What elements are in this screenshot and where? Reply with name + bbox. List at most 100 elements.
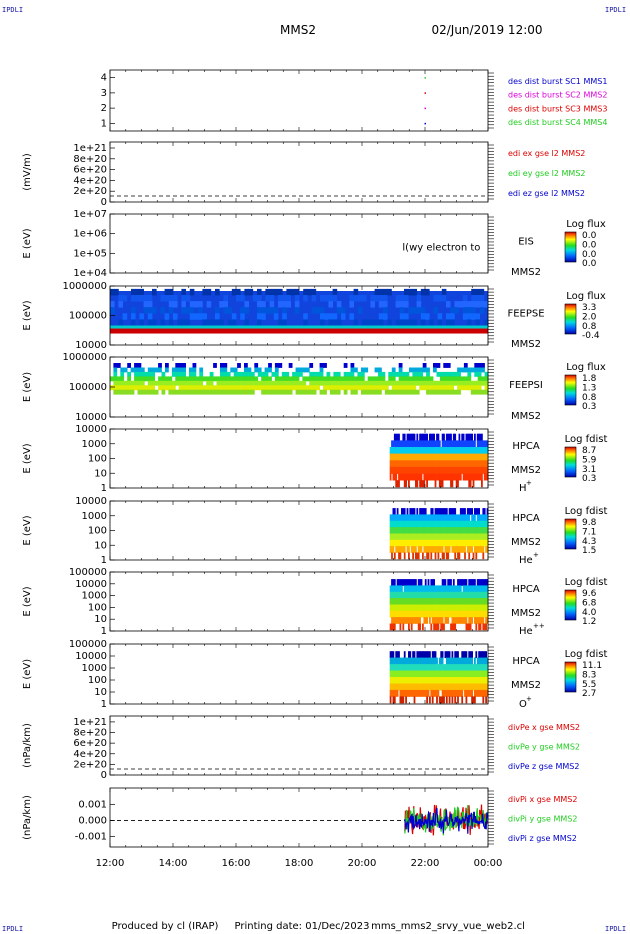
ytick-label: 1000000 xyxy=(62,352,107,363)
ylabel: E (eV) xyxy=(22,515,33,545)
colorbar-tick: 5.5 xyxy=(582,680,596,690)
ytick-label: 1000 xyxy=(82,439,107,450)
colorbar-tick: 0.0 xyxy=(582,259,597,269)
colorbar-tick: 0.0 xyxy=(582,231,597,241)
ytick-label: 100 xyxy=(88,675,107,686)
legend-entry: divPe z gse MMS2 xyxy=(508,762,579,771)
charge-label: ++ xyxy=(533,622,545,630)
ytick-label: 8e+20 xyxy=(73,154,107,165)
ytick-label: 1e+06 xyxy=(73,229,107,240)
colorbar-tick: 0.0 xyxy=(582,240,597,250)
spectrogram-red-band xyxy=(110,328,488,334)
burst-marker xyxy=(424,92,426,94)
colorbar-tick: 6.8 xyxy=(582,598,597,608)
colorbar-tick: 0.0 xyxy=(582,250,597,260)
time-tick-label: 00:00 xyxy=(474,858,503,869)
ytick-label: 4e+20 xyxy=(73,175,107,186)
ytick-label: 1 xyxy=(101,483,107,494)
ytick-label: 10 xyxy=(94,540,107,551)
colorbar-tick: 5.9 xyxy=(582,455,597,465)
ytick-label: 100000 xyxy=(69,311,107,322)
ytick-label: 2e+20 xyxy=(73,759,107,770)
spacecraft-label: MMS2 xyxy=(511,608,541,619)
colorbar-tick: 4.3 xyxy=(582,537,596,547)
ylabel: E (eV) xyxy=(22,586,33,616)
legend-entry: divPe x gse MMS2 xyxy=(508,723,580,732)
colorbar-title: Log fdist xyxy=(565,434,608,445)
panel-hpca-h: 10000 1000 100 10 1 E (eV) HPCA MMS2 H + Log fdist… xyxy=(22,424,607,494)
time-tick-label: 18:00 xyxy=(285,858,314,869)
colorbar-title: Log fdist xyxy=(565,506,608,517)
series-divpi-y-gse-mms2 xyxy=(404,804,489,836)
panel-frame xyxy=(109,715,489,776)
ytick-label: 2e+20 xyxy=(73,186,107,197)
colorbar-tick: 1.2 xyxy=(582,617,596,627)
corner-mark-top-left: IPDLI xyxy=(2,6,24,14)
legend-entry: des dist burst SC4 MMS4 xyxy=(508,118,607,127)
ytick-label: 10000 xyxy=(75,496,107,507)
legend-entry: edi ex gse l2 MMS2 xyxy=(508,149,585,158)
time-axis: 12:00 14:00 16:00 18:00 20:00 22:00 00:00 xyxy=(96,858,503,869)
spacecraft-label: MMS2 xyxy=(511,537,541,548)
ylabel: (nPa/km) xyxy=(22,723,33,768)
ytick-label: 100000 xyxy=(69,639,107,650)
panel-frame xyxy=(109,141,489,203)
ylabel: (nPa/km) xyxy=(22,795,33,840)
burst-marker xyxy=(424,107,426,110)
footer-producer: Produced by cl (IRAP) xyxy=(112,921,219,932)
charge-label: + xyxy=(533,551,539,559)
charge-label: + xyxy=(526,479,532,487)
footer-script-name: mms_mms2_srvy_vue_web2.cl xyxy=(371,921,525,932)
instrument-label: FEEPSI xyxy=(509,380,543,391)
ytick-label: 1 xyxy=(101,626,107,637)
series-divpi-z-gse-mms2 xyxy=(404,807,489,834)
ytick-label: -0.001 xyxy=(75,831,107,842)
ytick-label: 1000 xyxy=(82,591,107,602)
legend-entry: des dist burst SC3 MMS3 xyxy=(508,104,607,113)
instrument-label: HPCA xyxy=(512,584,540,595)
ytick-label: 1000 xyxy=(82,511,107,522)
ytick-label: 1e+21 xyxy=(73,143,107,154)
colorbar xyxy=(564,589,577,621)
time-tick-label: 12:00 xyxy=(96,858,125,869)
panel-eis: l(wy electron to 1e+07 1e+06 1e+05 1e+04 E (e… xyxy=(22,209,606,279)
ylabel: E (eV) xyxy=(22,659,33,689)
species-label: He xyxy=(519,626,533,637)
ytick-label: 1 xyxy=(101,555,107,566)
ytick-label: 10 xyxy=(94,468,107,479)
instrument-label: HPCA xyxy=(512,441,540,452)
species-label: H xyxy=(519,483,527,494)
burst-marker xyxy=(424,122,426,125)
ylabel: E (eV) xyxy=(22,228,33,258)
spacecraft-label: MMS2 xyxy=(511,339,541,350)
time-tick-label: 14:00 xyxy=(159,858,188,869)
ytick-label: 10000 xyxy=(75,340,107,351)
colorbar-tick: -0.4 xyxy=(582,331,600,341)
legend-entry: edi ey gse l2 MMS2 xyxy=(508,169,586,178)
eis-overlay-text: l(wy electron to xyxy=(402,243,480,254)
ytick-label: 10000 xyxy=(75,424,107,435)
panel-hpca-he: 10000 1000 100 10 1 E (eV) HPCA MMS2 He + Log fdis… xyxy=(22,496,607,566)
colorbar-tick: 0.8 xyxy=(582,393,597,403)
legend-entry: divPe y gse MMS2 xyxy=(508,743,580,752)
ytick-label: 1 xyxy=(101,699,107,710)
ylabel: E (eV) xyxy=(22,300,33,330)
time-tick-label: 16:00 xyxy=(222,858,251,869)
colorbar-tick: 1.8 xyxy=(582,374,597,384)
instrument-label: HPCA xyxy=(512,656,540,667)
datetime-title: 02/Jun/2019 12:00 xyxy=(431,23,542,37)
colorbar xyxy=(564,518,577,550)
ytick-label: 100 xyxy=(88,602,107,613)
ytick-label: 1e+21 xyxy=(73,717,107,728)
burst-marker xyxy=(424,77,426,79)
ytick-label: 10000 xyxy=(75,651,107,662)
colorbar xyxy=(564,374,577,406)
legend-entry: des dist burst SC1 MMS1 xyxy=(508,77,607,86)
colorbar-tick: 9.6 xyxy=(582,589,597,599)
ytick-label: 0 xyxy=(101,770,107,781)
species-label: He xyxy=(519,555,533,566)
colorbar xyxy=(564,303,577,335)
